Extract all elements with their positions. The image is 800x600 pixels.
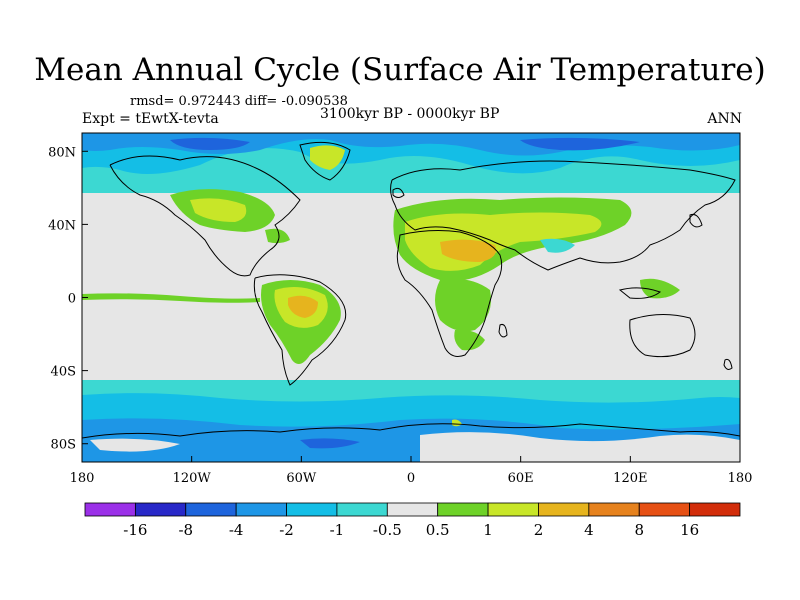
lon-tick-label: 120E	[613, 471, 647, 486]
north-america-yellow-green	[190, 198, 247, 222]
colorbar-label: -0.5	[373, 521, 402, 539]
lon-tick-label: 180	[728, 471, 753, 486]
colorbar-label: 2	[534, 521, 544, 539]
colorbar-label: -8	[178, 521, 193, 539]
indonesia-coast	[618, 287, 662, 299]
colorbar-swatch	[84, 502, 136, 517]
colorbar-label: 4	[584, 521, 594, 539]
south-america-coast	[253, 274, 347, 386]
season-label: ANN	[707, 111, 742, 127]
antarctic-interior-neutral	[420, 432, 740, 462]
rmsd-diff-stats: rmsd= 0.972443 diff= -0.090538	[130, 94, 348, 109]
central-africa-green	[435, 278, 491, 332]
japan-coast	[689, 214, 703, 228]
colorbar-label: -1	[330, 521, 345, 539]
map-title: Mean Annual Cycle (Surface Air Temperatu…	[34, 52, 766, 88]
greenland-coast	[299, 141, 351, 181]
colorbar-label: -16	[123, 521, 147, 539]
equatorial-pacific-green	[82, 293, 260, 303]
indian-ocean-cyan	[540, 238, 575, 253]
colorbar-swatch	[538, 502, 590, 517]
longitude-axis: 180 120W 60W 0 60E 120E 180	[70, 456, 753, 486]
colorbar-swatch	[638, 502, 691, 517]
madagascar-coast	[498, 324, 508, 338]
lat-tick-label: 0	[68, 292, 76, 307]
sahara-orange	[440, 239, 496, 262]
colorbar-swatch	[336, 502, 388, 517]
greenland-positive-patch	[310, 145, 345, 170]
lon-tick-label: 120W	[173, 471, 212, 486]
africa-coast	[396, 230, 503, 357]
period-label: 3100kyr BP - 0000kyr BP	[320, 106, 500, 122]
colorbar-swatch	[235, 502, 287, 517]
colorbar-label: 8	[634, 521, 644, 539]
colorbar-swatch	[386, 502, 439, 517]
europe-asia-coast	[390, 160, 736, 271]
new-zealand-coast	[723, 358, 733, 370]
east-us-green	[265, 228, 290, 244]
colorbar-swatch	[487, 502, 539, 517]
maritime-continent-green	[640, 278, 680, 299]
colorbar-swatch	[689, 502, 741, 517]
colorbar-label: -2	[279, 521, 294, 539]
lat-tick-label: 40S	[51, 365, 76, 380]
arctic-dark-blue-patch	[170, 137, 250, 150]
temperature-anomaly-field	[82, 133, 740, 462]
colorbar-label: 1	[483, 521, 493, 539]
colorbar-label: -4	[229, 521, 244, 539]
antarctic-dark-blue-patch	[300, 438, 360, 449]
southern-africa-green	[454, 329, 485, 351]
colorbar: -16 -8 -4 -2 -1 -0.5 0.5 1 2 4 8 16	[84, 502, 741, 539]
colorbar-label: 16	[680, 521, 699, 539]
antarctica-coast	[82, 423, 740, 439]
colorbar-label: 0.5	[426, 521, 450, 539]
lat-tick-label: 80S	[51, 438, 76, 453]
amazon-orange	[288, 295, 318, 318]
australia-coast	[629, 314, 696, 358]
lat-tick-label: 80N	[48, 145, 76, 160]
uk-coast	[392, 187, 405, 198]
coastlines	[82, 141, 740, 439]
west-antarctic-neutral	[90, 438, 180, 452]
north-america-coast	[109, 155, 301, 277]
lon-tick-label: 0	[407, 471, 415, 486]
lat-tick-label: 40N	[48, 218, 76, 233]
siberia-dark-blue-patch	[520, 137, 640, 151]
colorbar-swatch	[588, 502, 640, 517]
lon-tick-label: 180	[70, 471, 95, 486]
lon-tick-label: 60E	[508, 471, 534, 486]
latitude-axis: 80N 40N 0 40S 80S	[48, 145, 88, 453]
colorbar-swatch	[286, 502, 338, 517]
colorbar-swatch	[437, 502, 489, 517]
colorbar-swatch	[134, 502, 187, 517]
experiment-label: Expt = tEwtX-tevta	[82, 111, 219, 127]
lon-tick-label: 60W	[286, 471, 317, 486]
colorbar-swatch	[185, 502, 237, 517]
